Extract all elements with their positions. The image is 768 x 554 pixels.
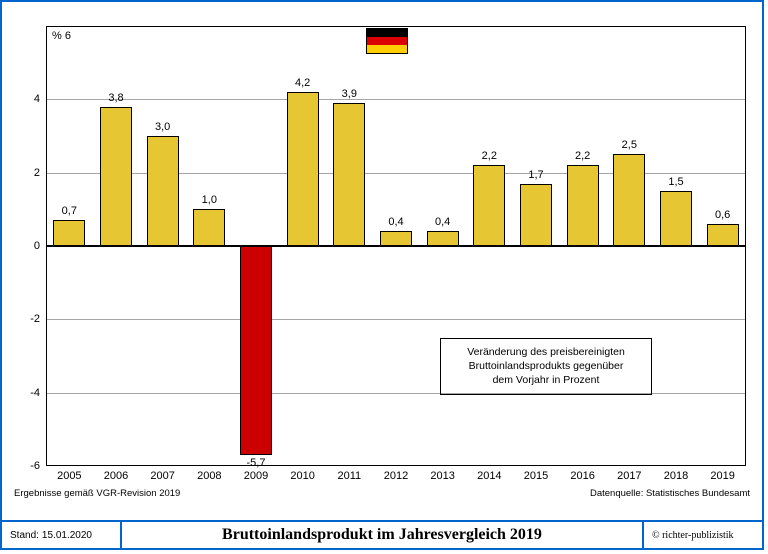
main-title: Bruttoinlandsprodukt im Jahresvergleich … [122,522,644,548]
bar-value-label: 0,4 [423,216,463,228]
gridline [46,319,746,320]
data-source-note: Datenquelle: Statistisches Bundesamt [590,488,750,499]
bar [707,224,739,246]
bar [100,107,132,246]
y-tick-label: 2 [20,167,40,179]
y-axis-unit: % 6 [52,30,71,42]
bar-value-label: 4,2 [283,77,323,89]
y-tick-label: 0 [20,240,40,252]
germany-flag-icon [366,28,408,54]
y-tick-label: -4 [20,387,40,399]
gridline [46,99,746,100]
chart-description-box: Veränderung des preisbereinigten Bruttoi… [440,338,652,395]
x-tick-label: 2015 [516,470,556,482]
bar [380,231,412,246]
stand-cell: Stand: 15.01.2020 [2,522,122,548]
x-tick-label: 2014 [469,470,509,482]
x-tick-label: 2019 [703,470,743,482]
info-line: Bruttoinlandsprodukts gegenüber [451,359,641,373]
bar-value-label: -5,7 [236,457,276,469]
bar [147,136,179,246]
bar-value-label: 1,0 [189,194,229,206]
bar-value-label: 0,6 [703,209,743,221]
bar-value-label: 1,5 [656,176,696,188]
bar-value-label: 2,5 [609,139,649,151]
bar [520,184,552,246]
bar [567,165,599,246]
y-tick-label: 4 [20,93,40,105]
x-tick-label: 2005 [49,470,89,482]
bar [660,191,692,246]
x-tick-label: 2008 [189,470,229,482]
x-tick-label: 2012 [376,470,416,482]
copyright-text: © richter-publizistik [652,530,734,541]
x-tick-label: 2006 [96,470,136,482]
x-tick-label: 2013 [423,470,463,482]
y-tick-label: -2 [20,313,40,325]
info-line: Veränderung des preisbereinigten [451,345,641,359]
y-tick-label: -6 [20,460,40,472]
bar-value-label: 2,2 [563,150,603,162]
stand-label: Stand: [10,530,39,541]
x-tick-label: 2009 [236,470,276,482]
bar [613,154,645,246]
stand-date: 15.01.2020 [42,530,92,541]
x-tick-label: 2017 [609,470,649,482]
gridline [46,393,746,394]
bar [193,209,225,246]
bar-value-label: 3,0 [143,121,183,133]
x-tick-label: 2007 [143,470,183,482]
bar [240,246,272,455]
info-line: dem Vorjahr in Prozent [451,373,641,387]
x-tick-label: 2011 [329,470,369,482]
bar-value-label: 3,8 [96,92,136,104]
x-tick-label: 2010 [283,470,323,482]
bar-value-label: 3,9 [329,88,369,100]
bar [427,231,459,246]
footer-bar: Stand: 15.01.2020 Bruttoinlandsprodukt i… [0,520,764,550]
x-tick-label: 2018 [656,470,696,482]
bar-value-label: 0,7 [49,205,89,217]
bar-value-label: 1,7 [516,169,556,181]
chart-frame: % 6 Veränderung des preisbereinigten Bru… [0,0,764,550]
bar [53,220,85,246]
bar-value-label: 2,2 [469,150,509,162]
chart-region: % 6 Veränderung des preisbereinigten Bru… [8,8,756,504]
bar [333,103,365,246]
bar [473,165,505,246]
bar [287,92,319,246]
revision-note: Ergebnisse gemäß VGR-Revision 2019 [14,488,180,499]
x-tick-label: 2016 [563,470,603,482]
copyright-cell: © richter-publizistik [644,522,762,548]
bar-value-label: 0,4 [376,216,416,228]
